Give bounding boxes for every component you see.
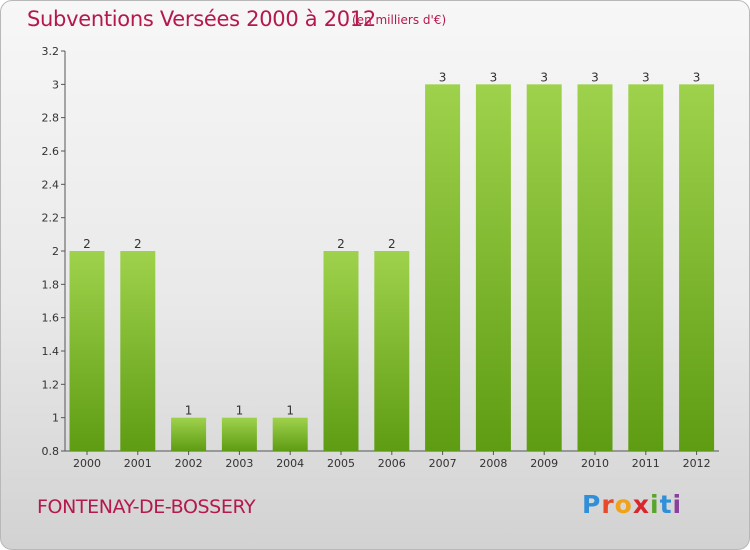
bar (69, 251, 105, 451)
x-tick-label: 2002 (175, 457, 203, 470)
proxiti-logo: Proxiti (582, 490, 682, 519)
bar-value-label: 3 (439, 70, 447, 84)
x-axis: 2000 2001 2002 2003 2004 2005 2006 2007 2008 2009… (65, 450, 719, 470)
logo-letter: i (672, 490, 683, 519)
x-tick-label: 2000 (73, 457, 101, 470)
x-tick-label: 2003 (225, 457, 253, 470)
y-tick-label: 1.8 (42, 278, 60, 291)
unit-label: (en milliers d'€) (352, 13, 447, 27)
bar-value-label: 3 (540, 70, 548, 84)
x-tick-label: 2008 (479, 457, 507, 470)
logo-letter: o (614, 490, 633, 519)
y-tick-label: 2.6 (42, 145, 60, 158)
y-tick-label: 1.2 (42, 378, 60, 391)
y-tick-label: 2.4 (42, 178, 60, 191)
bar (577, 84, 613, 451)
bar-value-label: 1 (236, 404, 244, 418)
logo-letter: x (632, 490, 650, 519)
bar (374, 251, 410, 451)
logo-letter: i (650, 490, 660, 519)
bar-value-label: 1 (185, 404, 193, 418)
y-axis: 0.8 1 1.2 1.4 1.6 1.8 2 2.2 2.4 2.6 2.8 3 3.2 (42, 45, 66, 458)
bar (221, 417, 257, 451)
x-tick-label: 2007 (429, 457, 457, 470)
bar (628, 84, 664, 451)
x-tick-label: 2004 (276, 457, 304, 470)
bar-value-label: 3 (490, 70, 498, 84)
chart-title: Subventions Versées 2000 à 2012 (27, 7, 376, 31)
y-tick-label: 2.8 (42, 112, 60, 125)
y-tick-label: 2.2 (42, 212, 60, 225)
x-tick-label: 2010 (581, 457, 609, 470)
bar-value-label: 2 (134, 237, 142, 251)
bar (679, 84, 715, 451)
bar (323, 251, 359, 451)
y-tick-label: 3 (52, 78, 59, 91)
bar (272, 417, 308, 451)
bar (475, 84, 511, 451)
y-tick-label: 1 (52, 412, 59, 425)
bar-value-label: 2 (388, 237, 396, 251)
bar-value-label: 3 (693, 70, 701, 84)
bars: 2 2 1 1 1 2 2 3 3 3 3 3 3 (69, 70, 715, 451)
bar-value-label: 2 (337, 237, 345, 251)
bar (425, 84, 461, 451)
x-tick-label: 2009 (530, 457, 558, 470)
y-tick-label: 2 (52, 245, 59, 258)
bar-value-label: 2 (83, 237, 91, 251)
bar-value-label: 3 (642, 70, 650, 84)
logo-letter: r (601, 490, 615, 519)
logo-letter: t (659, 490, 673, 519)
bar (171, 417, 207, 451)
logo-letter: P (582, 490, 602, 519)
x-tick-label: 2011 (632, 457, 660, 470)
bar (526, 84, 562, 451)
x-tick-label: 2012 (683, 457, 711, 470)
y-tick-label: 1.4 (42, 345, 60, 358)
bar-value-label: 3 (591, 70, 599, 84)
bar-value-label: 1 (286, 404, 294, 418)
x-tick-label: 2006 (378, 457, 406, 470)
y-tick-label: 0.8 (42, 445, 60, 458)
bar (120, 251, 156, 451)
y-tick-label: 1.6 (42, 312, 60, 325)
commune-name: FONTENAY-DE-BOSSERY (37, 496, 256, 518)
x-tick-label: 2005 (327, 457, 355, 470)
x-tick-label: 2001 (124, 457, 152, 470)
y-tick-label: 3.2 (42, 45, 60, 58)
